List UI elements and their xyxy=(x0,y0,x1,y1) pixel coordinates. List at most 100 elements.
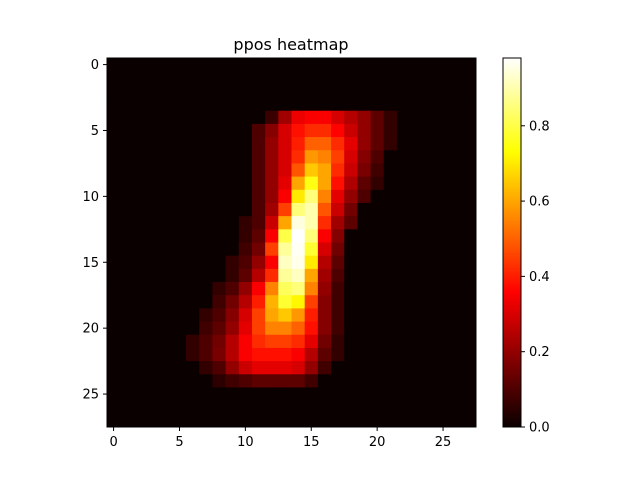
heatmap-cell xyxy=(120,255,134,270)
heatmap-cell xyxy=(265,137,279,151)
heatmap-cell xyxy=(331,308,345,322)
heatmap-cell xyxy=(357,163,371,178)
heatmap-cell xyxy=(120,308,134,322)
heatmap-cell xyxy=(436,71,451,85)
heatmap-cell xyxy=(265,216,279,230)
heatmap-cell xyxy=(449,58,464,72)
heatmap-cell xyxy=(265,202,279,217)
heatmap-cell xyxy=(120,71,134,85)
heatmap-cell xyxy=(370,84,385,98)
heatmap-cell xyxy=(449,321,464,336)
heatmap-cell xyxy=(370,137,385,151)
heatmap-cell xyxy=(436,176,451,191)
heatmap-cell xyxy=(146,255,161,270)
heatmap-cell xyxy=(396,361,411,375)
heatmap-cell xyxy=(331,374,345,388)
heatmap-cell xyxy=(291,413,306,428)
heatmap-cell xyxy=(120,84,134,98)
heatmap-cell xyxy=(159,295,174,309)
heatmap-cell xyxy=(331,97,345,112)
heatmap-cell xyxy=(133,84,147,98)
y-tick-label: 15 xyxy=(82,256,99,271)
heatmap-cell xyxy=(317,255,332,270)
heatmap-cell xyxy=(357,413,371,428)
heatmap-cell xyxy=(265,321,279,336)
heatmap-cell xyxy=(291,150,306,164)
heatmap-cell xyxy=(331,321,345,336)
heatmap-cell xyxy=(344,268,358,283)
heatmap-cell xyxy=(278,229,292,243)
heatmap-cell xyxy=(238,347,253,362)
heatmap-cell xyxy=(410,242,424,257)
heatmap-cell xyxy=(317,216,332,230)
heatmap-cell xyxy=(107,176,121,191)
heatmap-cell xyxy=(212,374,227,388)
heatmap-cell xyxy=(225,163,240,178)
heatmap-cell xyxy=(304,229,319,243)
heatmap-cell xyxy=(331,110,345,125)
heatmap-cell xyxy=(423,150,437,164)
heatmap-cell xyxy=(159,229,174,243)
heatmap-cell xyxy=(251,97,266,112)
heatmap-cell xyxy=(199,347,213,362)
heatmap-cell xyxy=(436,321,451,336)
heatmap-cell xyxy=(238,58,253,72)
heatmap-cell xyxy=(225,321,240,336)
heatmap-cell xyxy=(396,374,411,388)
heatmap-cell xyxy=(265,413,279,428)
heatmap-cell xyxy=(225,308,240,322)
heatmap-cell xyxy=(304,97,319,112)
heatmap-cell xyxy=(291,242,306,257)
heatmap-cell xyxy=(133,216,147,230)
heatmap-cell xyxy=(383,400,398,415)
heatmap-cell xyxy=(396,268,411,283)
heatmap-cell xyxy=(304,413,319,428)
heatmap-cell xyxy=(120,137,134,151)
y-tick-label: 25 xyxy=(82,388,99,403)
heatmap-cell xyxy=(317,334,332,349)
heatmap-cell xyxy=(186,242,200,257)
heatmap-cell xyxy=(317,110,332,125)
heatmap-cell xyxy=(291,268,306,283)
heatmap-cell xyxy=(410,347,424,362)
heatmap-cell xyxy=(251,202,266,217)
heatmap-cell xyxy=(199,58,213,72)
heatmap-cell xyxy=(238,216,253,230)
heatmap-cell xyxy=(304,255,319,270)
heatmap-cell xyxy=(212,137,227,151)
heatmap-cell xyxy=(462,334,477,349)
heatmap-cell xyxy=(265,347,279,362)
heatmap-cell xyxy=(238,202,253,217)
heatmap-cell xyxy=(265,400,279,415)
heatmap-cell xyxy=(396,58,411,72)
heatmap-cell xyxy=(410,413,424,428)
heatmap-cell xyxy=(304,176,319,191)
heatmap-cell xyxy=(265,176,279,191)
heatmap-cell xyxy=(436,216,451,230)
heatmap-cell xyxy=(449,163,464,178)
heatmap-cell xyxy=(291,308,306,322)
heatmap-cell xyxy=(107,163,121,178)
heatmap-cell xyxy=(212,347,227,362)
heatmap-cell xyxy=(107,202,121,217)
heatmap-cell xyxy=(396,295,411,309)
heatmap-cell xyxy=(120,295,134,309)
heatmap-cell xyxy=(370,97,385,112)
heatmap-cell xyxy=(186,58,200,72)
heatmap-cell xyxy=(304,334,319,349)
heatmap-cell xyxy=(449,229,464,243)
heatmap-cell xyxy=(225,242,240,257)
heatmap-cell xyxy=(186,361,200,375)
heatmap-cell xyxy=(396,189,411,204)
heatmap-cell xyxy=(462,374,477,388)
heatmap-cell xyxy=(238,387,253,402)
heatmap-cell xyxy=(265,242,279,257)
heatmap-cell xyxy=(186,334,200,349)
heatmap-cell xyxy=(172,137,187,151)
heatmap-cell xyxy=(238,97,253,112)
heatmap-cell xyxy=(238,361,253,375)
heatmap-cell xyxy=(120,202,134,217)
heatmap-cell xyxy=(462,176,477,191)
heatmap-cell xyxy=(212,189,227,204)
